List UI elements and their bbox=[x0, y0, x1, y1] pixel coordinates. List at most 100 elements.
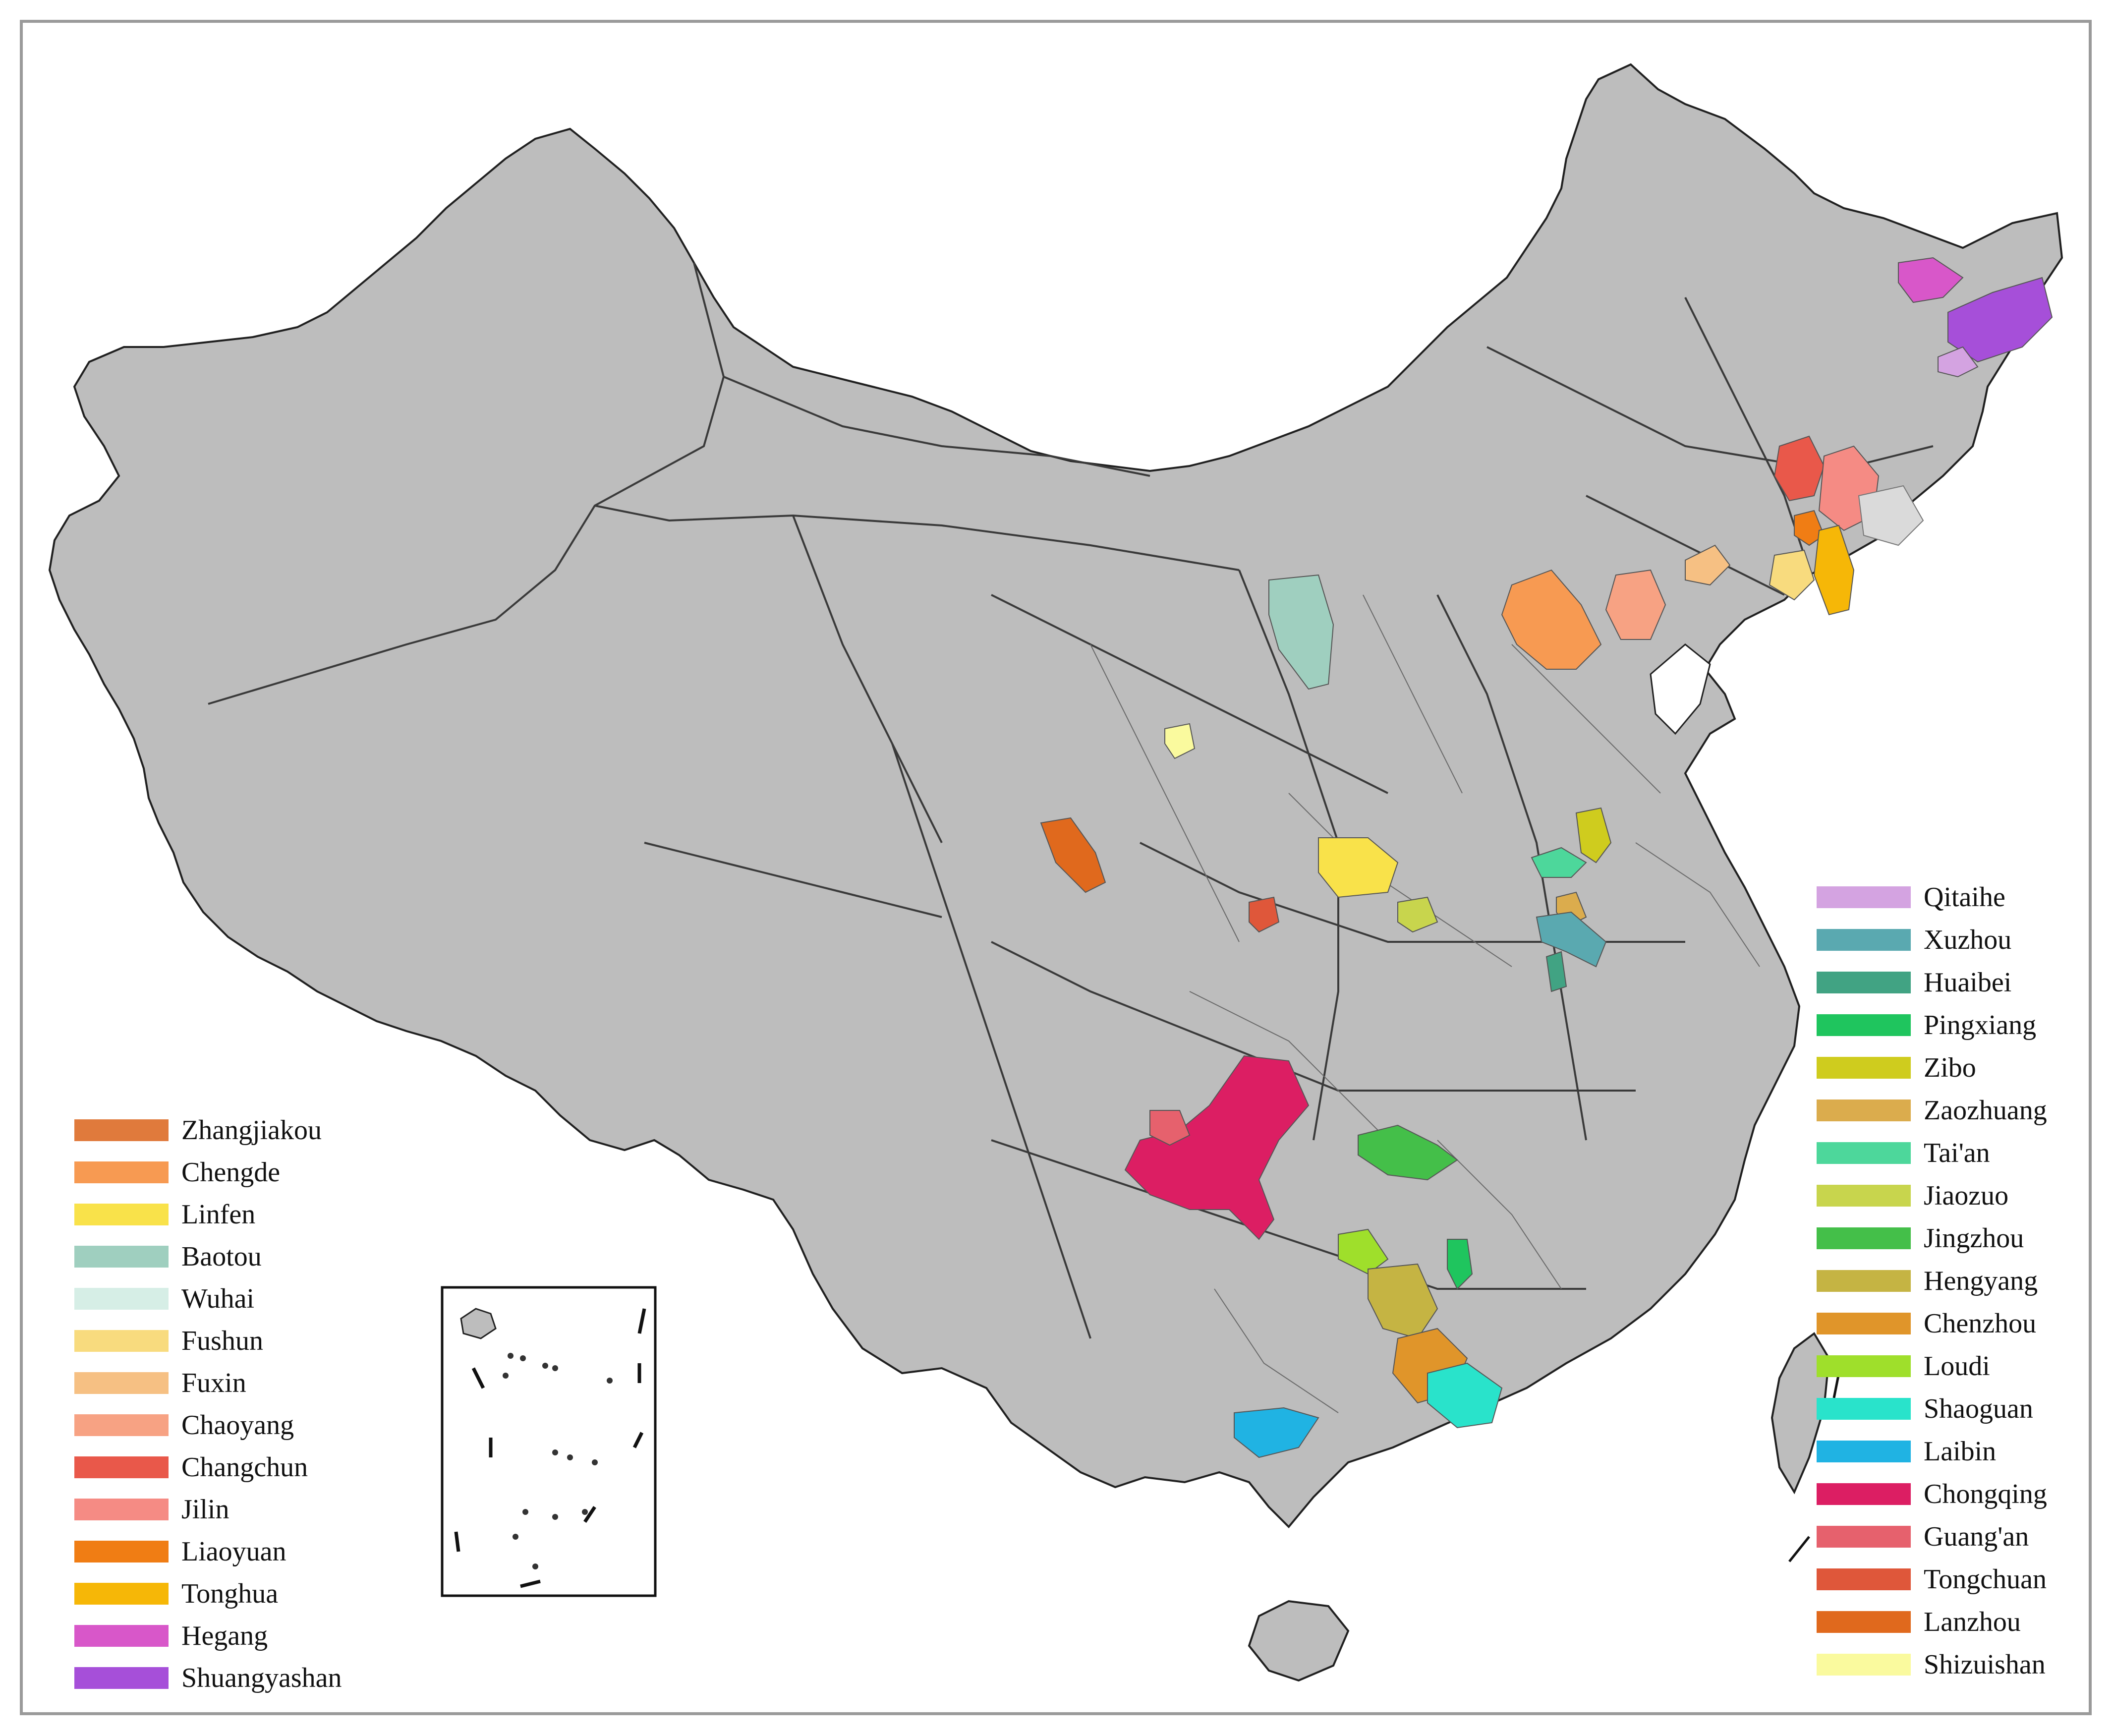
legend-swatch bbox=[1817, 929, 1911, 951]
legend-item: Changchun bbox=[74, 1452, 308, 1482]
region-pingxiang bbox=[1447, 1239, 1473, 1290]
region-tonghua bbox=[1813, 524, 1855, 616]
legend-label: Laibin bbox=[1924, 1436, 1997, 1467]
legend-swatch bbox=[74, 1330, 169, 1352]
legend-swatch bbox=[1817, 1526, 1911, 1548]
legend-item: Baotou bbox=[74, 1242, 262, 1272]
legend-item: Jingzhou bbox=[1817, 1223, 2024, 1253]
legend-label: Huaibei bbox=[1924, 967, 2012, 998]
region-zhangjiakou bbox=[1858, 485, 1924, 546]
region-guangan bbox=[1149, 1110, 1191, 1146]
legend-swatch bbox=[1817, 1185, 1911, 1207]
region-jingzhou bbox=[1358, 1124, 1458, 1181]
legend-swatch bbox=[74, 1667, 169, 1689]
legend-label: Jingzhou bbox=[1924, 1223, 2024, 1254]
bohai-sea bbox=[1650, 643, 1711, 735]
region-baotou bbox=[1268, 574, 1334, 690]
legend-label: Shaoguan bbox=[1924, 1393, 2033, 1424]
legend-swatch bbox=[1817, 1099, 1911, 1121]
legend-label: Lanzhou bbox=[1924, 1607, 2021, 1637]
legend-item: Qitaihe bbox=[1817, 882, 2005, 912]
legend-swatch bbox=[1817, 1568, 1911, 1590]
region-qitaihe bbox=[1938, 346, 1979, 378]
region-tongchuan bbox=[1249, 896, 1280, 933]
region-fuxin bbox=[1685, 544, 1731, 586]
legend-label: Tai'an bbox=[1924, 1138, 1990, 1168]
legend-item: Chenzhou bbox=[1817, 1309, 2036, 1338]
legend-item: Hengyang bbox=[1817, 1266, 2038, 1296]
hainan-island bbox=[1248, 1600, 1350, 1682]
legend-label: Zibo bbox=[1924, 1052, 1976, 1083]
legend-label: Xuzhou bbox=[1924, 925, 2012, 955]
region-jiaozuo bbox=[1397, 896, 1438, 933]
legend-swatch bbox=[1817, 1611, 1911, 1633]
legend-item: Chaoyang bbox=[74, 1410, 294, 1440]
legend-swatch bbox=[1817, 886, 1911, 908]
highlighted-cities bbox=[1040, 257, 2053, 1458]
region-shaoguan bbox=[1427, 1362, 1503, 1429]
legend-swatch bbox=[74, 1204, 169, 1225]
region-changchun bbox=[1773, 435, 1825, 502]
legend-swatch bbox=[74, 1541, 169, 1562]
legend-item: Linfen bbox=[74, 1200, 255, 1229]
legend-item: Loudi bbox=[1817, 1351, 1990, 1381]
legend-item: Guang'an bbox=[1817, 1522, 2029, 1552]
legend-label: Pingxiang bbox=[1924, 1010, 2037, 1041]
legend-item: Tai'an bbox=[1817, 1138, 1990, 1168]
legend-item: Shaoguan bbox=[1817, 1394, 2033, 1424]
legend-item: Shizuishan bbox=[1817, 1650, 2046, 1679]
legend-swatch bbox=[74, 1625, 169, 1647]
region-taian bbox=[1531, 847, 1587, 878]
legend-label: Tonghua bbox=[181, 1578, 279, 1609]
legend-item: Tongchuan bbox=[1817, 1564, 2047, 1594]
legend-label: Hengyang bbox=[1924, 1266, 2038, 1296]
legend-label: Fushun bbox=[181, 1326, 263, 1356]
mainland-china bbox=[48, 63, 2063, 1528]
legend-swatch bbox=[1817, 1441, 1911, 1462]
legend-swatch bbox=[74, 1583, 169, 1605]
legend-label: Changchun bbox=[181, 1452, 308, 1483]
region-linfen bbox=[1318, 837, 1399, 898]
legend-item: Tonghua bbox=[74, 1579, 278, 1609]
legend-label: Qitaihe bbox=[1924, 882, 2005, 913]
legend-item: Jilin bbox=[74, 1495, 229, 1524]
legend-item: Laibin bbox=[1817, 1437, 1996, 1466]
legend-label: Wuhai bbox=[181, 1283, 255, 1314]
region-laibin bbox=[1234, 1407, 1319, 1458]
legend-label: Chongqing bbox=[1924, 1479, 2047, 1509]
legend-label: Tongchuan bbox=[1924, 1564, 2047, 1595]
legend-label: Linfen bbox=[181, 1199, 256, 1230]
figure-frame bbox=[20, 20, 2092, 1715]
legend-label: Fuxin bbox=[181, 1368, 246, 1398]
region-hegang bbox=[1898, 257, 1964, 303]
region-shuangyashan bbox=[1947, 277, 2053, 363]
legend-item: Chongqing bbox=[1817, 1479, 2047, 1509]
legend-item: Zhangjiakou bbox=[74, 1115, 322, 1145]
legend-swatch bbox=[1817, 1313, 1911, 1334]
legend-swatch bbox=[1817, 1398, 1911, 1420]
city-borders bbox=[1090, 594, 1760, 1413]
region-xuzhou bbox=[1536, 911, 1607, 968]
legend-label: Guang'an bbox=[1924, 1521, 2029, 1552]
legend-swatch bbox=[74, 1246, 169, 1268]
legend-swatch bbox=[74, 1499, 169, 1520]
legend-label: Jiaozuo bbox=[1924, 1180, 2009, 1211]
region-liaoyuan bbox=[1794, 510, 1825, 546]
region-chengde bbox=[1501, 569, 1602, 670]
region-chaoyang bbox=[1605, 569, 1666, 640]
region-lanzhou bbox=[1040, 817, 1106, 893]
legend-swatch bbox=[1817, 1014, 1911, 1036]
region-shizuishan bbox=[1164, 723, 1196, 759]
legend-item: Xuzhou bbox=[1817, 925, 2011, 955]
legend-item: Hegang bbox=[74, 1621, 268, 1651]
legend-item: Jiaozuo bbox=[1817, 1181, 2008, 1211]
legend-item: Zaozhuang bbox=[1817, 1096, 2047, 1125]
legend-swatch bbox=[1817, 972, 1911, 993]
legend-label: Zhangjiakou bbox=[181, 1115, 322, 1146]
legend-label: Chenzhou bbox=[1924, 1308, 2037, 1339]
legend-item: Chengde bbox=[74, 1157, 280, 1187]
legend-item: Huaibei bbox=[1817, 968, 2011, 997]
legend-label: Hegang bbox=[181, 1620, 268, 1651]
